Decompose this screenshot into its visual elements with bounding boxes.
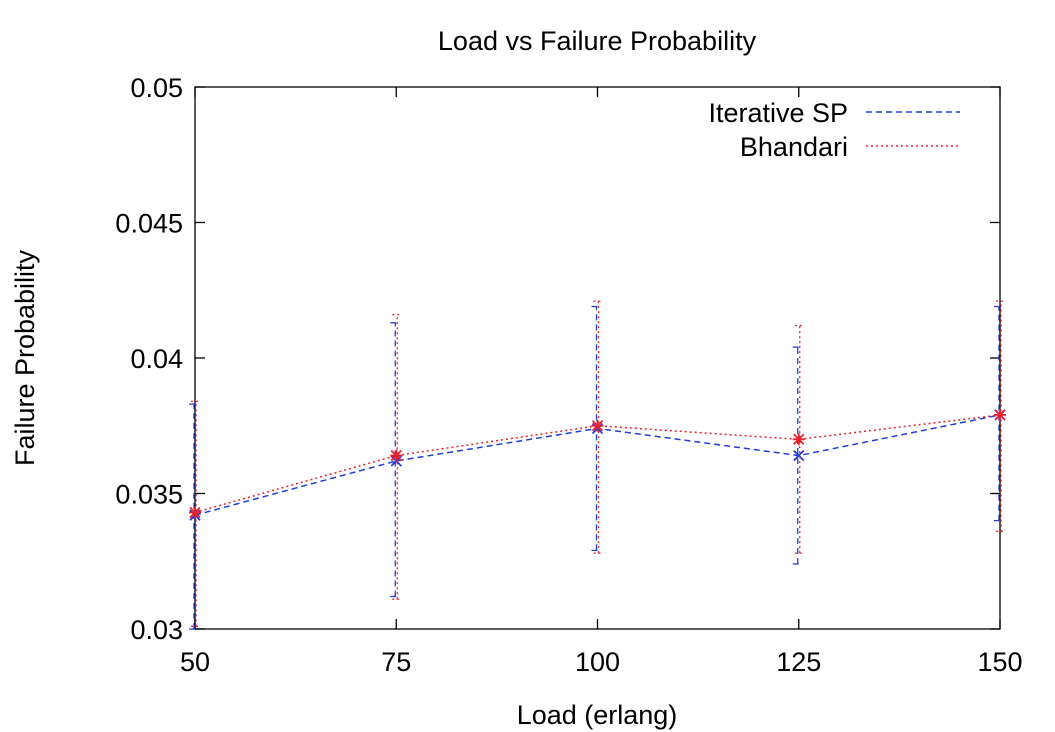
series-layer (189, 300, 1006, 630)
y-tick-label: 0.05 (130, 73, 183, 103)
x-tick-label: 150 (977, 647, 1022, 677)
data-point (994, 408, 1006, 421)
y-axis-ticks: 0.03 0.035 0.04 0.045 0.05 (115, 73, 1000, 645)
chart-title: Load vs Failure Probability (438, 26, 757, 56)
plot-frame (194, 86, 1001, 630)
x-tick-label: 125 (776, 647, 821, 677)
y-axis-label: Failure Probability (10, 249, 40, 466)
y-tick-label: 0.03 (130, 615, 183, 645)
series-line (194, 414, 1001, 514)
legend: Iterative SP Bhandari (708, 98, 960, 162)
data-point (793, 449, 805, 462)
data-point (189, 506, 201, 519)
x-tick-label: 50 (180, 647, 210, 677)
y-tick-label: 0.045 (115, 209, 183, 239)
y-tick-label: 0.04 (130, 344, 183, 374)
series-1 (189, 300, 1006, 627)
plot-border (194, 86, 1001, 630)
x-axis-ticks: 50 75 100 125 150 (180, 87, 1023, 677)
series-0 (189, 305, 1006, 630)
data-point (792, 433, 805, 446)
data-point (591, 419, 604, 432)
legend-label-1: Bhandari (740, 132, 848, 162)
x-tick-label: 75 (381, 647, 411, 677)
y-tick-label: 0.035 (115, 480, 183, 510)
x-tick-label: 100 (575, 647, 620, 677)
legend-label-0: Iterative SP (708, 98, 848, 128)
x-axis-label: Load (erlang) (517, 700, 678, 730)
data-point (390, 449, 403, 462)
